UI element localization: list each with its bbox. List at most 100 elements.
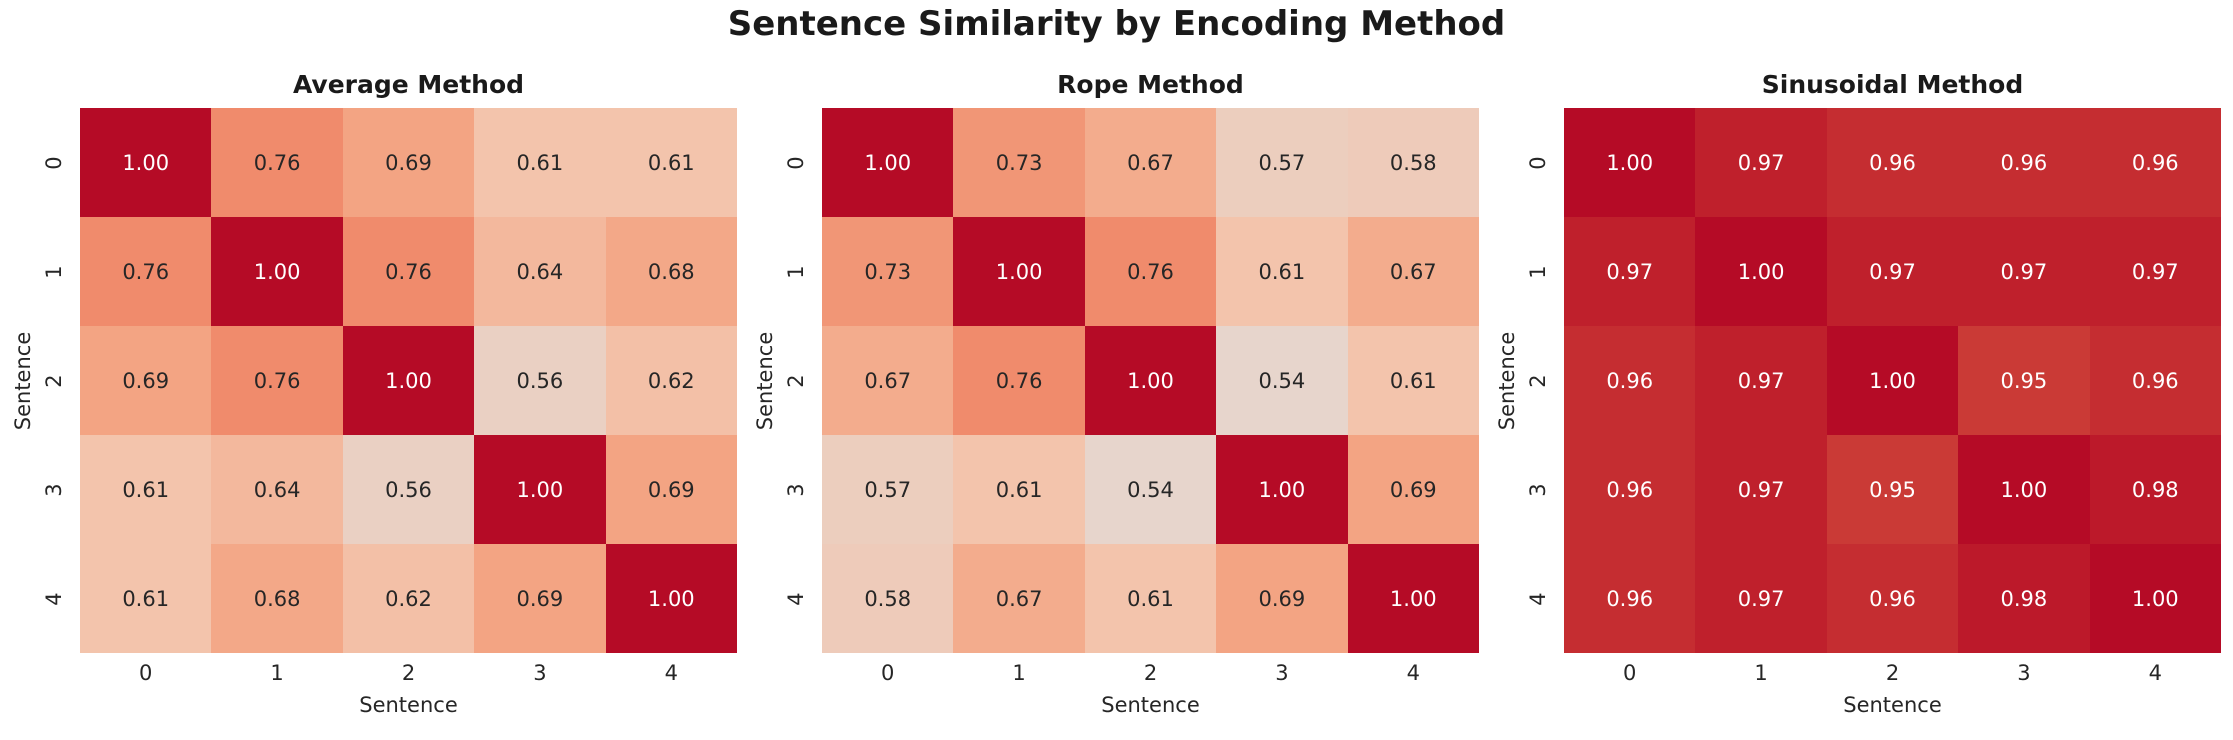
cell-value: 1.00 (2131, 586, 2179, 611)
x-axis-label: Sentence (359, 693, 458, 717)
cell-value: 0.56 (385, 477, 432, 502)
cell-value: 0.69 (516, 586, 564, 611)
heatmap-average-method: 1.00 0.76 0.69 0.61 0.61 0.76 1.00 0.76 0.64 0.68… (80, 108, 737, 653)
y-tick-label: 2 (42, 373, 66, 388)
y-tick-label: 4 (784, 591, 808, 606)
cell-value: 0.67 (1389, 259, 1437, 284)
cell-value: 0.69 (1258, 586, 1306, 611)
heatmap-cell-r3-c0: 0.61 (80, 435, 212, 544)
cell-value: 0.61 (995, 477, 1043, 502)
x-tick-label: 2 (401, 661, 416, 685)
heatmap-cell-r0-c1: 0.76 (211, 108, 343, 217)
heatmap-cell-r2-c1: 0.97 (1695, 326, 1827, 435)
cell-value: 0.76 (1127, 259, 1174, 284)
heatmap-cell-r3-c1: 0.64 (211, 435, 343, 544)
heatmap-cell-r0-c3: 0.57 (1216, 108, 1348, 217)
heatmap-cell-r1-c2: 0.76 (1084, 217, 1217, 326)
subplot-title: Average Method (292, 70, 525, 99)
cell-value: 0.76 (122, 259, 170, 284)
heatmap-cell-r4-c2: 0.62 (342, 544, 475, 653)
cell-value: 1.00 (1389, 586, 1437, 611)
cell-value: 0.69 (122, 368, 170, 393)
cell-value: 0.61 (122, 586, 170, 611)
heatmap-cell-r4-c4: 1.00 (605, 544, 737, 653)
x-tick-label: 3 (2017, 661, 2031, 685)
heatmap-cell-r0-c3: 0.61 (474, 108, 606, 217)
heatmap-cell-r2-c4: 0.62 (605, 326, 737, 435)
heatmap-cell-r0-c4: 0.58 (1347, 108, 1479, 217)
heatmap-cell-r2-c3: 0.56 (474, 326, 606, 435)
heatmap-cell-r1-c4: 0.68 (605, 217, 737, 326)
cell-value: 0.61 (1389, 368, 1437, 393)
heatmap-cell-r3-c2: 0.56 (342, 435, 475, 544)
heatmap-cell-r3-c0: 0.57 (822, 435, 954, 544)
cell-value: 0.76 (253, 150, 301, 175)
x-tick-label: 0 (1623, 661, 1637, 685)
y-tick-label: 0 (784, 155, 808, 170)
cell-value: 0.97 (1869, 259, 1916, 284)
heatmap-cell-r4-c0: 0.96 (1564, 544, 1696, 653)
heatmap-cell-r1-c4: 0.97 (2089, 217, 2221, 326)
subplot-title: Sinusoidal Method (1761, 70, 2024, 99)
cell-value: 0.97 (2000, 259, 2048, 284)
cell-value: 0.54 (1258, 368, 1306, 393)
heatmap-cell-r4-c0: 0.61 (80, 544, 212, 653)
heatmap-cell-r3-c4: 0.69 (605, 435, 737, 544)
cell-value: 0.97 (1737, 150, 1785, 175)
y-tick-label: 4 (1526, 591, 1550, 606)
heatmap-cell-r1-c3: 0.97 (1958, 217, 2090, 326)
heatmap-cell-r2-c2: 1.00 (1826, 326, 1959, 435)
subplot-title: Rope Method (1057, 70, 1244, 99)
cell-value: 0.96 (1606, 477, 1654, 502)
cell-value: 0.95 (2000, 368, 2048, 393)
heatmap-cell-r2-c4: 0.96 (2089, 326, 2221, 435)
heatmap-cell-r0-c4: 0.61 (605, 108, 737, 217)
heatmap-cell-r1-c0: 0.97 (1564, 217, 1696, 326)
heatmap-cell-r2-c0: 0.69 (80, 326, 212, 435)
cell-value: 0.58 (864, 586, 912, 611)
y-tick-label: 1 (42, 264, 66, 279)
cell-value: 1.00 (385, 368, 432, 393)
cell-value: 0.98 (2000, 586, 2048, 611)
cell-value: 0.76 (995, 368, 1043, 393)
cell-value: 0.62 (647, 368, 695, 393)
heatmap-cell-r2-c0: 0.96 (1564, 326, 1696, 435)
heatmap-cell-r1-c1: 1.00 (1695, 217, 1827, 326)
cell-value: 1.00 (995, 259, 1043, 284)
cell-value: 0.61 (647, 150, 695, 175)
cell-value: 0.61 (516, 150, 564, 175)
heatmap-cell-r1-c2: 0.76 (342, 217, 475, 326)
figure-title: Sentence Similarity by Encoding Method (727, 4, 1506, 44)
cell-value: 0.57 (1258, 150, 1306, 175)
heatmap-cell-r4-c1: 0.67 (953, 544, 1085, 653)
cell-value: 0.95 (1869, 477, 1916, 502)
cell-value: 0.68 (253, 586, 301, 611)
x-axis-label: Sentence (1101, 693, 1200, 717)
cell-value: 1.00 (647, 586, 695, 611)
cell-value: 0.68 (647, 259, 695, 284)
heatmap-cell-r2-c2: 1.00 (1084, 326, 1217, 435)
cell-value: 0.69 (647, 477, 695, 502)
cell-value: 0.67 (1127, 150, 1174, 175)
y-tick-label: 3 (42, 482, 66, 497)
y-axis-label: Sentence (1495, 331, 1519, 430)
cell-value: 0.98 (2131, 477, 2179, 502)
heatmap-cell-r4-c2: 0.96 (1826, 544, 1959, 653)
cell-value: 0.97 (2131, 259, 2179, 284)
heatmap-cell-r1-c3: 0.64 (474, 217, 606, 326)
heatmap-rope-method: 1.00 0.73 0.67 0.57 0.58 0.73 1.00 0.76 0.61 0.67… (822, 108, 1479, 653)
heatmap-cell-r3-c3: 1.00 (474, 435, 606, 544)
heatmap-cell-r4-c2: 0.61 (1084, 544, 1217, 653)
heatmap-cell-r1-c3: 0.61 (1216, 217, 1348, 326)
cell-value: 0.96 (2131, 150, 2179, 175)
cell-value: 0.96 (2000, 150, 2048, 175)
cell-value: 1.00 (516, 477, 564, 502)
heatmap-cell-r0-c0: 1.00 (80, 108, 212, 217)
cell-value: 0.61 (1258, 259, 1306, 284)
x-tick-label: 4 (664, 661, 678, 685)
x-tick-label: 3 (533, 661, 547, 685)
heatmap-cell-r2-c2: 1.00 (342, 326, 475, 435)
heatmap-cell-r4-c1: 0.97 (1695, 544, 1827, 653)
heatmap-cell-r4-c4: 1.00 (2089, 544, 2221, 653)
